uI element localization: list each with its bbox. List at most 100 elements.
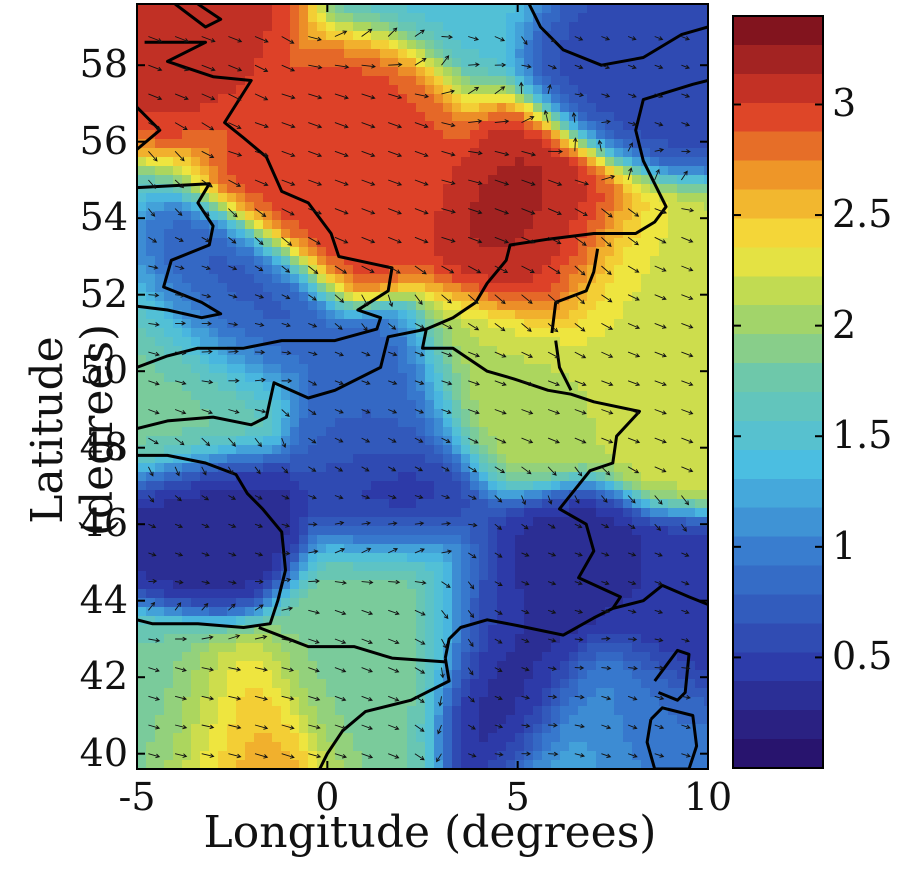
field-cell (245, 175, 255, 185)
field-cell (677, 409, 687, 419)
field-cell (371, 418, 381, 428)
field-cell (407, 634, 417, 644)
field-cell (668, 346, 678, 356)
field-cell (308, 499, 318, 509)
field-cell (137, 76, 147, 86)
field-cell (641, 220, 651, 230)
field-cell (650, 130, 660, 140)
field-cell (398, 409, 408, 419)
field-cell (362, 112, 372, 122)
field-cell (659, 526, 669, 536)
field-cell (263, 481, 273, 491)
field-cell (335, 562, 345, 572)
field-cell (470, 409, 480, 419)
field-cell (659, 247, 669, 257)
field-cell (470, 238, 480, 248)
field-cell (326, 544, 336, 554)
field-cell (236, 49, 246, 59)
field-cell (425, 301, 435, 311)
field-cell (398, 4, 408, 14)
field-cell (164, 607, 174, 617)
field-cell (155, 688, 165, 698)
field-cell (434, 121, 444, 131)
field-cell (578, 427, 588, 437)
field-cell (425, 544, 435, 554)
field-cell (137, 373, 147, 383)
field-cell (479, 274, 489, 284)
field-cell (560, 238, 570, 248)
field-cell (407, 472, 417, 482)
field-cell (443, 94, 453, 104)
field-cell (578, 337, 588, 347)
field-cell (452, 445, 462, 455)
field-cell (137, 121, 147, 131)
field-cell (236, 67, 246, 77)
field-cell (146, 562, 156, 572)
field-cell (560, 319, 570, 329)
field-cell (272, 499, 282, 509)
field-cell (218, 148, 228, 158)
field-cell (425, 139, 435, 149)
field-cell (380, 157, 390, 167)
field-cell (533, 544, 543, 554)
field-cell (290, 535, 300, 545)
field-cell (272, 580, 282, 590)
field-cell (380, 31, 390, 41)
field-cell (245, 364, 255, 374)
field-cell (623, 103, 633, 113)
field-cell (542, 67, 552, 77)
field-cell (704, 238, 708, 248)
field-cell (263, 112, 273, 122)
field-cell (542, 346, 552, 356)
field-cell (353, 319, 363, 329)
field-cell (506, 481, 516, 491)
field-cell (569, 67, 579, 77)
field-cell (353, 301, 363, 311)
field-cell (479, 166, 489, 176)
field-cell (497, 481, 507, 491)
field-cell (254, 688, 264, 698)
field-cell (434, 679, 444, 689)
field-cell (236, 670, 246, 680)
field-cell (182, 58, 192, 68)
field-cell (173, 670, 183, 680)
field-cell (515, 427, 525, 437)
field-cell (146, 643, 156, 653)
field-cell (533, 562, 543, 572)
field-cell (254, 436, 264, 446)
field-cell (272, 139, 282, 149)
field-cell (326, 490, 336, 500)
field-cell (236, 553, 246, 563)
field-cell (569, 256, 579, 266)
field-cell (470, 112, 480, 122)
field-cell (200, 58, 210, 68)
field-cell (695, 688, 705, 698)
field-cell (704, 526, 708, 536)
field-cell (317, 364, 327, 374)
field-cell (416, 481, 426, 491)
field-cell (533, 220, 543, 230)
field-cell (407, 121, 417, 131)
field-cell (704, 40, 708, 50)
field-cell (308, 310, 318, 320)
field-cell (290, 589, 300, 599)
field-cell (569, 220, 579, 230)
field-cell (290, 283, 300, 293)
field-cell (236, 175, 246, 185)
field-cell (263, 31, 273, 41)
field-cell (407, 301, 417, 311)
field-cell (290, 661, 300, 671)
field-cell (218, 373, 228, 383)
field-cell (398, 427, 408, 437)
field-cell (569, 688, 579, 698)
field-cell (317, 247, 327, 257)
field-cell (677, 265, 687, 275)
field-cell (632, 328, 642, 338)
field-cell (281, 112, 291, 122)
field-cell (623, 346, 633, 356)
field-cell (533, 373, 543, 383)
field-cell (479, 355, 489, 365)
field-cell (470, 220, 480, 230)
field-cell (578, 598, 588, 608)
field-cell (686, 22, 696, 32)
